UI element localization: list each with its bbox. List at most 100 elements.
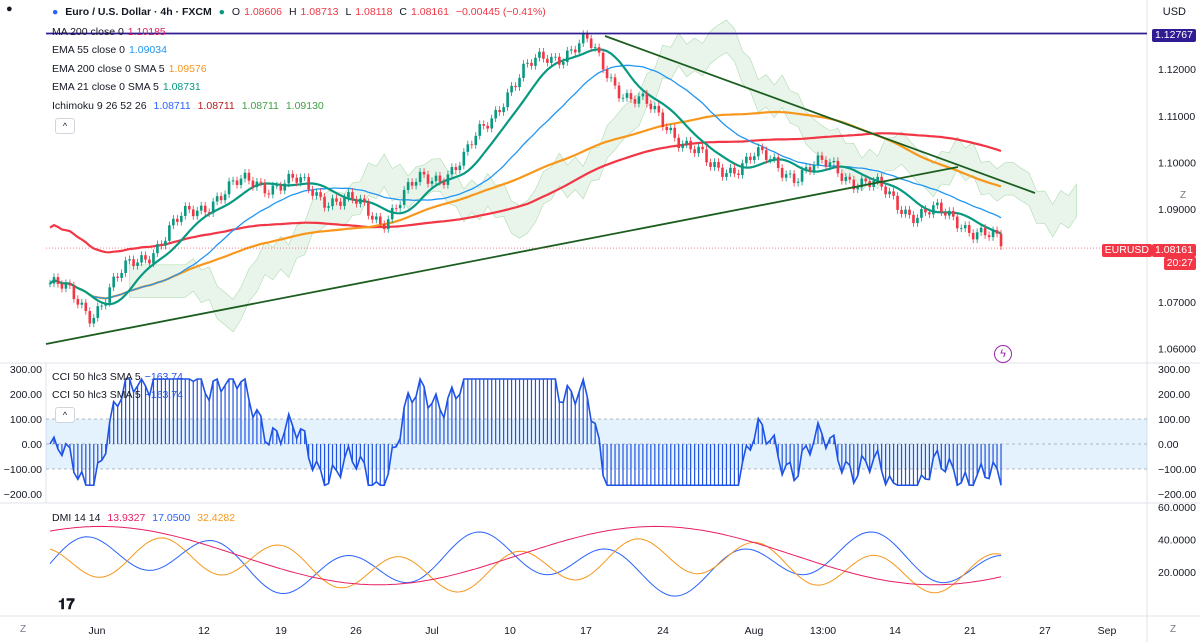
cci-left-axis-label: 300.00 bbox=[10, 364, 42, 376]
candle bbox=[144, 255, 147, 260]
candle bbox=[641, 93, 645, 97]
candle bbox=[979, 227, 983, 233]
dmi-legend[interactable]: DMI 14 14 13.9327 17.0500 32.4282 bbox=[52, 512, 239, 525]
candle bbox=[231, 180, 235, 182]
time-axis-label: Sep bbox=[1098, 625, 1117, 637]
candle bbox=[434, 175, 438, 182]
candle bbox=[247, 172, 251, 181]
candle bbox=[148, 259, 151, 264]
candle bbox=[589, 38, 593, 48]
candle bbox=[804, 167, 808, 170]
open-label: O bbox=[231, 6, 241, 18]
candle bbox=[510, 85, 513, 93]
candle bbox=[279, 185, 283, 191]
candle bbox=[661, 112, 665, 127]
candle bbox=[426, 174, 430, 184]
symbol-title[interactable]: Euro / U.S. Dollar · 4h · FXCM bbox=[65, 6, 212, 18]
lightning-icon[interactable]: ϟ bbox=[994, 345, 1012, 363]
candle bbox=[975, 232, 979, 240]
candle bbox=[621, 97, 625, 99]
tradingview-logo-icon[interactable]: 𝟏𝟕 bbox=[58, 596, 75, 613]
candle bbox=[406, 182, 410, 191]
candle bbox=[299, 177, 302, 183]
zoom-right-button[interactable]: Z bbox=[1170, 624, 1177, 635]
cci-legend-2[interactable]: CCI 50 hlc3 SMA 5 −163.74 bbox=[52, 389, 187, 402]
candle bbox=[932, 205, 935, 215]
indicator-ichimoku[interactable]: Ichimoku 9 26 52 26 1.08711 1.08711 1.08… bbox=[52, 100, 328, 113]
candle bbox=[374, 216, 378, 220]
dmi-minus-line bbox=[49, 537, 1002, 594]
candle bbox=[367, 202, 370, 216]
cci-left-axis-label: 0.00 bbox=[22, 439, 43, 451]
candle bbox=[912, 214, 915, 224]
cci-axis-label: −100.00 bbox=[1158, 464, 1196, 476]
open-value: 1.08606 bbox=[244, 6, 283, 18]
collapse-legend-button[interactable]: ^ bbox=[55, 118, 75, 134]
candle bbox=[164, 240, 167, 246]
candle bbox=[920, 209, 923, 218]
candle bbox=[665, 126, 669, 131]
indicator-ma200[interactable]: MA 200 close 0 1.10185 bbox=[52, 26, 170, 39]
candle bbox=[382, 224, 386, 230]
candle bbox=[303, 177, 306, 178]
cci-label-1: CCI 50 hlc3 SMA 5 bbox=[52, 371, 141, 383]
candle bbox=[649, 103, 653, 110]
candle bbox=[617, 85, 621, 99]
cci-axis-label: 200.00 bbox=[1158, 389, 1190, 401]
candle bbox=[458, 165, 462, 171]
cci-collapse-button[interactable]: ^ bbox=[55, 407, 75, 423]
candle bbox=[48, 283, 52, 285]
market-status-icon: ● bbox=[218, 6, 225, 18]
candle bbox=[203, 205, 207, 213]
candle bbox=[864, 178, 868, 182]
time-axis-label: 10 bbox=[504, 625, 516, 637]
candle bbox=[195, 210, 199, 217]
candle bbox=[235, 180, 239, 185]
time-axis-label: 26 bbox=[350, 625, 362, 637]
candle bbox=[554, 56, 557, 58]
ichimoku-label: Ichimoku 9 26 52 26 bbox=[52, 100, 147, 112]
candle bbox=[573, 49, 577, 53]
candle bbox=[784, 174, 788, 178]
candle bbox=[701, 146, 704, 150]
candle bbox=[514, 85, 517, 88]
candle bbox=[569, 49, 573, 51]
price-axis-zoom-icon[interactable]: Z bbox=[1180, 190, 1187, 201]
ma200-line bbox=[49, 132, 1002, 254]
candle bbox=[478, 124, 482, 136]
candle bbox=[959, 228, 963, 230]
candle bbox=[585, 33, 589, 39]
candle bbox=[713, 161, 716, 167]
ma200-value: 1.10185 bbox=[127, 26, 166, 38]
indicator-ema21[interactable]: EMA 21 close 0 SMA 5 1.08731 bbox=[52, 81, 205, 94]
candle bbox=[56, 277, 60, 284]
time-axis-label: Aug bbox=[745, 625, 764, 637]
indicator-ema200[interactable]: EMA 200 close 0 SMA 5 1.09576 bbox=[52, 63, 211, 76]
candle bbox=[124, 260, 127, 274]
candle bbox=[693, 149, 696, 154]
candle bbox=[450, 167, 454, 175]
candle bbox=[76, 299, 80, 305]
candle bbox=[562, 61, 565, 65]
zoom-left-button[interactable]: Z bbox=[20, 624, 27, 635]
currency-selector[interactable]: USD bbox=[1162, 6, 1186, 18]
cci-legend-1[interactable]: CCI 50 hlc3 SMA 5 −163.74 bbox=[52, 371, 187, 384]
candle bbox=[251, 180, 255, 188]
time-axis-label: 17 bbox=[580, 625, 592, 637]
candle bbox=[971, 232, 975, 240]
candle bbox=[625, 93, 629, 98]
countdown-tag: 20:27 bbox=[1163, 257, 1196, 270]
candle bbox=[462, 151, 466, 166]
symbol-info-icon[interactable]: ● bbox=[6, 3, 13, 15]
time-axis-label: 21 bbox=[964, 625, 976, 637]
candle bbox=[160, 244, 163, 246]
candle bbox=[542, 51, 545, 59]
candle bbox=[339, 201, 342, 206]
candle bbox=[741, 163, 744, 175]
candle bbox=[760, 147, 764, 151]
price-axis-label: 1.10000 bbox=[1158, 157, 1196, 169]
candle bbox=[136, 262, 139, 266]
candle bbox=[844, 176, 848, 181]
indicator-ema55[interactable]: EMA 55 close 0 1.09034 bbox=[52, 44, 171, 57]
